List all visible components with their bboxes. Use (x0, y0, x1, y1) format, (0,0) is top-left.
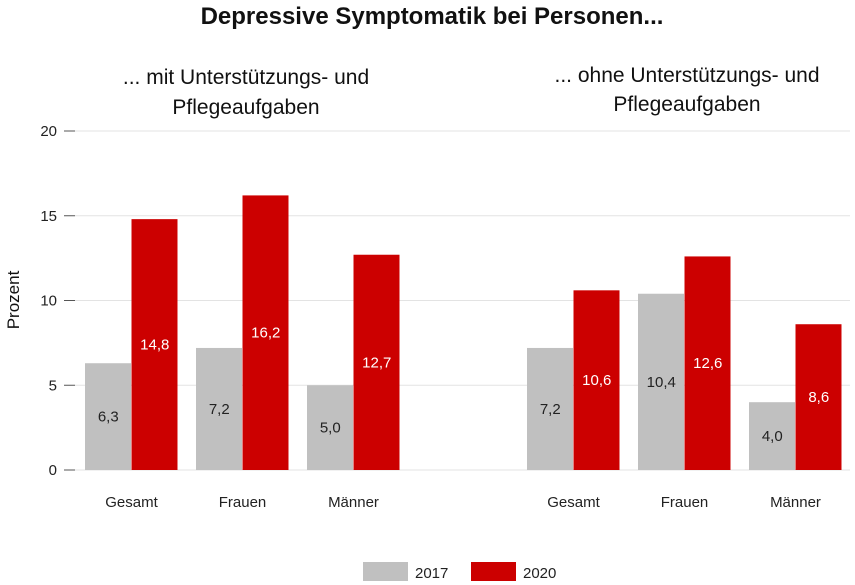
category-labels: Gesamt Frauen Männer Gesamt Frauen Männer (105, 494, 821, 511)
panel-2-subtitle-line1: ... ohne Unterstützungs- und (555, 64, 820, 87)
bar-1-männer-2017 (307, 385, 353, 470)
y-tick-label: 10 (40, 293, 57, 310)
bar-2-frauen-2017 (638, 293, 684, 470)
bar-1-gesamt-2017 (85, 363, 131, 470)
value-label: 10,6 (582, 372, 611, 389)
panel-2-subtitle-line2: Pflegeaufgaben (613, 93, 760, 116)
bar-2-gesamt-2020 (573, 290, 620, 470)
legend-label-2020: 2020 (523, 565, 556, 582)
value-label: 10,4 (647, 374, 676, 391)
bar-1-frauen-2020 (242, 195, 289, 470)
category-label: Männer (328, 494, 379, 511)
category-label: Frauen (661, 494, 709, 511)
value-label: 6,3 (98, 409, 119, 426)
bar-1-männer-2020 (353, 254, 400, 470)
value-label: 14,8 (140, 337, 169, 354)
value-label: 16,2 (251, 325, 280, 342)
category-label: Gesamt (547, 494, 600, 511)
bar-2-männer-2017 (749, 402, 795, 470)
y-tick-label: 20 (40, 123, 57, 140)
panel-1-subtitle-line2: Pflegeaufgaben (172, 96, 319, 119)
value-label: 5,0 (320, 420, 341, 437)
bar-1-frauen-2017 (196, 347, 242, 470)
value-label: 4,0 (762, 428, 783, 445)
value-label: 7,2 (209, 401, 230, 418)
y-tick-label: 15 (40, 208, 57, 225)
chart-title: Depressive Symptomatik bei Personen... (201, 3, 664, 30)
y-tick-label: 5 (49, 377, 57, 394)
bars (85, 195, 842, 470)
bar-1-gesamt-2020 (131, 219, 178, 470)
value-label: 12,7 (362, 354, 391, 371)
legend-swatch-2020 (471, 562, 516, 581)
legend-label-2017: 2017 (415, 565, 448, 582)
legend-swatch-2017 (363, 562, 408, 581)
value-labels: 6,3 14,8 7,2 16,2 5,0 12,7 7,2 10,6 10,4 12,6 4,0 8… (98, 325, 829, 445)
bar-2-frauen-2020 (684, 256, 731, 470)
y-axis-label: Prozent (4, 270, 23, 329)
y-axis-ticks: 0 5 10 15 20 (40, 123, 75, 479)
panel-1-subtitle-line1: ... mit Unterstützungs- und (123, 66, 369, 89)
value-label: 8,6 (808, 389, 829, 406)
value-label: 12,6 (693, 355, 722, 372)
legend: 2017 2020 (363, 562, 556, 582)
bar-2-männer-2020 (795, 324, 842, 470)
category-label: Frauen (219, 494, 267, 511)
category-label: Gesamt (105, 494, 158, 511)
bar-2-gesamt-2017 (527, 347, 573, 470)
category-label: Männer (770, 494, 821, 511)
value-label: 7,2 (540, 401, 561, 418)
gridlines (75, 130, 850, 471)
y-tick-label: 0 (49, 462, 57, 479)
